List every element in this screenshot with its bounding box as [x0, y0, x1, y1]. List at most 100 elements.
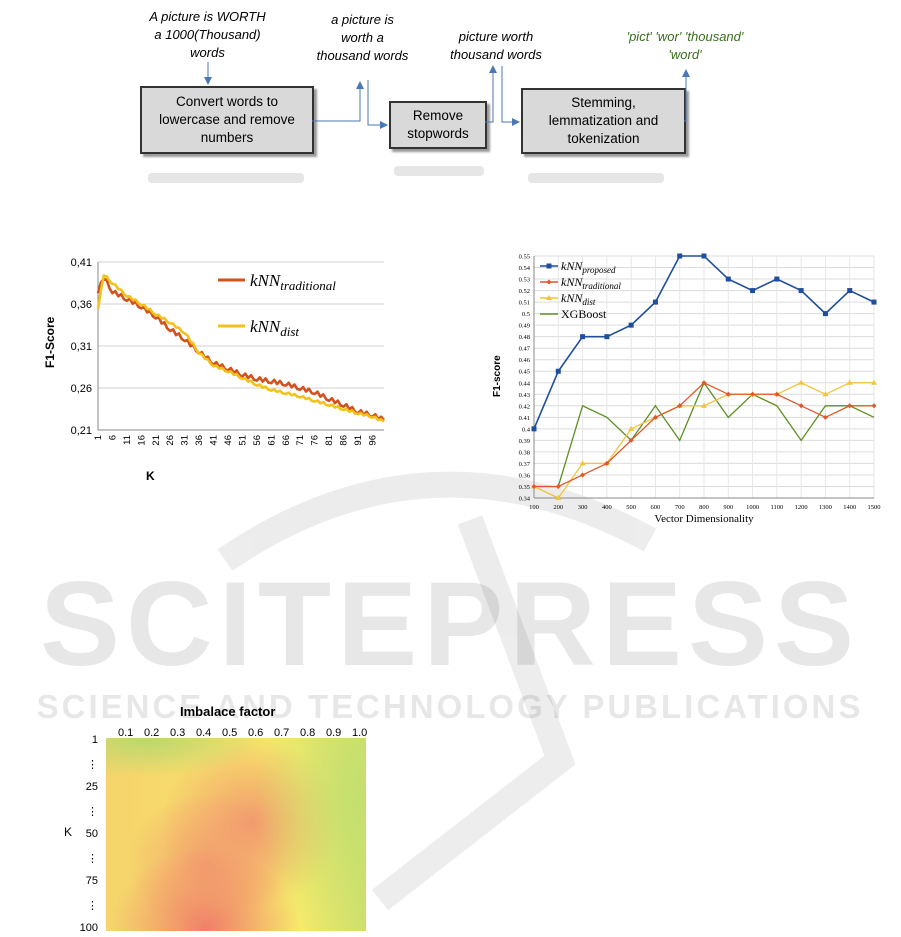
heatmap-title: Imbalace factor — [180, 704, 276, 719]
x-tick-label: 1 — [93, 435, 104, 440]
x-tick-label: 800 — [699, 504, 709, 511]
data-point — [580, 334, 586, 340]
legend-label: XGBoost — [561, 307, 607, 321]
x-tick-label: 11 — [122, 435, 133, 445]
heatmap-y-tick-label: 25 — [85, 781, 98, 793]
data-point — [628, 437, 634, 443]
y-tick-label: 0,21 — [71, 425, 92, 437]
data-point — [531, 483, 537, 489]
data-point — [822, 391, 829, 397]
data-point — [822, 311, 828, 317]
heatmap-y-tick-label: 75 — [85, 875, 98, 887]
step1-label-line: numbers — [200, 130, 254, 145]
x-tick-label: 1200 — [795, 504, 808, 511]
box-shadow-reflection — [148, 173, 304, 183]
y-tick-label: 0,36 — [71, 299, 92, 311]
step-stemming-box: Stemming, lemmatization and tokenization — [521, 88, 686, 154]
x-tick-label: 1300 — [819, 504, 832, 511]
data-point — [701, 253, 707, 259]
data-point — [580, 472, 586, 478]
heatmap-x-tick-label: 0.3 — [170, 727, 186, 739]
step3-output-line: 'pict' 'wor' 'thousand' — [626, 29, 744, 44]
legend-subscript: dist — [582, 297, 596, 307]
y-tick-label: 0,41 — [71, 257, 92, 269]
heatmap-x-tick-label: 0.9 — [326, 727, 342, 739]
data-point — [677, 253, 683, 259]
data-point — [798, 288, 804, 294]
legend-label: kNNdist — [561, 291, 596, 307]
box-shadow-reflection — [528, 173, 664, 183]
y-tick-label: 0.45 — [519, 369, 530, 376]
data-point — [652, 414, 658, 420]
heatmap-y-tick-label: ⋮ — [87, 852, 98, 865]
data-point — [871, 299, 877, 305]
step1-label-line: Convert words to — [175, 94, 279, 109]
legend-label: kNNtraditional — [561, 275, 621, 291]
heatmap-y-tick-label: ⋮ — [87, 805, 98, 818]
data-point — [701, 402, 707, 408]
data-point — [555, 483, 561, 489]
data-point — [628, 425, 635, 431]
x-tick-label: 66 — [281, 435, 292, 446]
y-tick-label: 0.34 — [519, 496, 531, 503]
data-point — [628, 322, 634, 328]
x-tick-label: 26 — [165, 435, 176, 446]
y-tick-label: 0,31 — [71, 341, 92, 353]
arrow-output-to-step2 — [367, 80, 388, 129]
x-tick-label: 1000 — [746, 504, 759, 511]
step-stopwords-box: Remove stopwords — [389, 101, 487, 149]
step3-label-line: tokenization — [567, 131, 640, 146]
series-line-traditional — [96, 277, 385, 421]
pipeline-input-line: A picture is WORTH — [149, 9, 266, 24]
heatmap-y-tick-label: 50 — [85, 828, 98, 840]
legend-label: kNNtraditional — [250, 271, 336, 293]
heatmap-x-tick-label: 0.8 — [300, 727, 316, 739]
data-point — [871, 379, 877, 385]
x-tick-label: 36 — [194, 435, 205, 446]
step-lowercase-box: Convert words to lowercase and remove nu… — [140, 86, 314, 154]
step2-label-line: stopwords — [407, 126, 469, 141]
watermark-brand: SCITEPRESS — [40, 557, 860, 691]
x-tick-label: 46 — [223, 435, 234, 446]
step1-output-line: thousand words — [316, 48, 409, 63]
x-tick-label: 100 — [529, 504, 539, 511]
data-point — [579, 460, 586, 466]
box-shadow-reflection — [394, 166, 484, 176]
x-axis-label: Vector Dimensionality — [654, 513, 754, 525]
heatmap-y-tick-label: 1 — [91, 734, 98, 746]
data-point — [774, 276, 780, 282]
heatmap-x-tick-label: 0.7 — [274, 727, 290, 739]
data-point — [822, 414, 828, 420]
heatmap-figure: Imbalace factor 0.1 0.2 0.3 0.4 0.5 0.6 0.7 0.8… — [60, 700, 380, 935]
data-point — [871, 403, 877, 409]
legend-marker — [546, 263, 552, 269]
arrow-step2-to-output — [485, 65, 497, 123]
x-tick-label: 86 — [339, 435, 350, 446]
x-tick-label: 96 — [367, 435, 378, 446]
heatmap-x-tick-label: 0.5 — [222, 727, 238, 739]
y-tick-label: 0,26 — [71, 383, 92, 395]
data-point — [847, 288, 853, 294]
y-tick-label: 0.39 — [519, 438, 530, 445]
legend-marker — [546, 279, 552, 285]
heatmap-green-corner-top — [106, 738, 366, 931]
x-tick-label: 600 — [651, 504, 661, 511]
y-axis-label: F1-score — [492, 355, 503, 397]
x-tick-label: 300 — [578, 504, 588, 511]
y-tick-label: 0.41 — [519, 415, 530, 422]
step3-output-line: 'word' — [668, 47, 702, 62]
step2-label-line: Remove — [412, 108, 464, 123]
x-tick-label: 71 — [295, 435, 306, 446]
x-tick-label: 56 — [252, 435, 263, 446]
arrow-step3-to-output — [682, 69, 690, 122]
x-tick-label: 500 — [626, 504, 636, 511]
heatmap-grid — [106, 738, 366, 931]
x-tick-label: 51 — [237, 435, 248, 446]
heatmap-x-tick-label: 1.0 — [352, 727, 368, 739]
heatmap-x-ticks: 0.1 0.2 0.3 0.4 0.5 0.6 0.7 0.8 0.9 1.0 — [110, 727, 370, 741]
x-tick-label: 61 — [266, 435, 277, 446]
heatmap-y-ticks: 1 ⋮ 25 ⋮ 50 ⋮ 75 ⋮ 100 — [70, 734, 104, 934]
x-tick-label: 200 — [553, 504, 563, 511]
data-point — [847, 403, 853, 409]
data-point — [531, 426, 537, 432]
